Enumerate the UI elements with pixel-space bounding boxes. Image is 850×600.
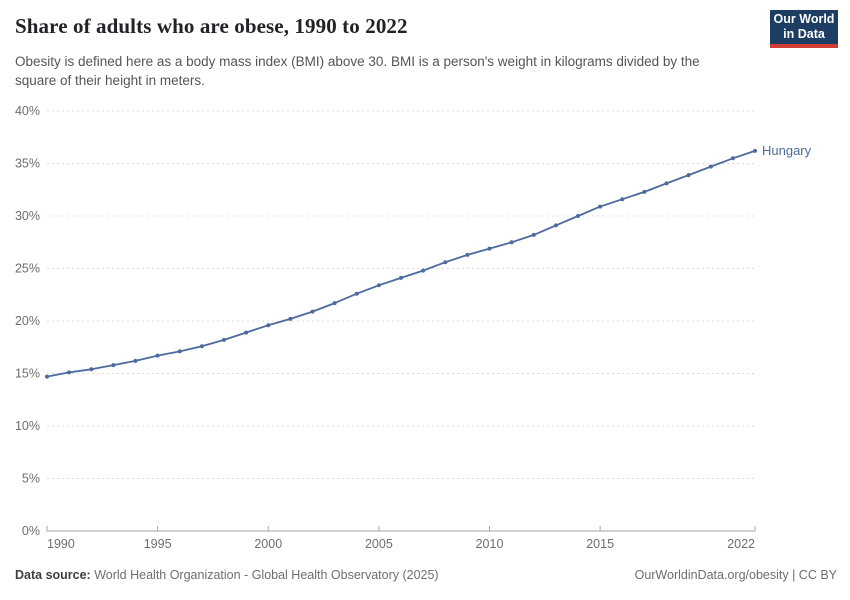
x-tick-label: 1995 [144,537,172,551]
data-point[interactable] [487,246,492,251]
data-point[interactable] [67,370,72,375]
owid-logo[interactable]: Our World in Data [770,10,838,48]
data-point[interactable] [155,353,160,358]
y-tick-label: 20% [15,314,40,328]
y-tick-label: 35% [15,157,40,171]
data-point[interactable] [177,349,182,354]
data-point[interactable] [89,367,94,372]
chart-subtitle: Obesity is defined here as a body mass i… [15,54,700,89]
data-line-hungary[interactable] [46,149,756,378]
credit-link[interactable]: OurWorldinData.org/obesity | CC BY [634,568,837,582]
data-point[interactable] [421,268,426,273]
y-tick-label: 5% [22,472,40,486]
data-point[interactable] [288,316,293,321]
data-source: Data source: World Health Organization -… [15,568,439,582]
data-point[interactable] [620,197,625,202]
chart-footer: Data source: World Health Organization -… [15,568,837,582]
data-point[interactable] [598,204,603,209]
data-point[interactable] [509,240,514,245]
owid-logo-line1: Our World [773,12,835,26]
series-label-hungary[interactable]: Hungary [762,143,812,158]
data-point[interactable] [222,337,226,342]
data-point[interactable] [708,164,713,169]
x-tick-label: 2015 [586,537,614,551]
x-tick-label: 1990 [47,537,75,551]
data-point[interactable] [111,363,116,368]
data-point[interactable] [332,301,337,306]
data-point[interactable] [553,223,558,228]
data-point[interactable] [642,189,647,194]
y-tick-label: 0% [22,524,40,538]
data-point[interactable] [753,148,757,153]
data-point[interactable] [354,291,359,296]
y-tick-label: 25% [15,262,40,276]
y-tick-label: 10% [15,419,40,433]
data-source-label: Data source: [15,568,91,582]
data-point[interactable] [45,374,49,379]
data-point[interactable] [133,358,138,363]
data-point[interactable] [244,330,249,335]
x-tick-label: 2022 [727,537,755,551]
data-point[interactable] [730,156,735,161]
data-point[interactable] [399,275,403,280]
data-point[interactable] [310,309,315,314]
data-point[interactable] [376,283,381,288]
x-tick-label: 2010 [476,537,504,551]
x-tick-label: 2005 [365,537,393,551]
y-tick-label: 15% [15,367,40,381]
data-point[interactable] [576,214,580,218]
y-tick-label: 40% [15,104,40,118]
data-point[interactable] [443,260,448,265]
data-point[interactable] [686,173,691,178]
x-tick-label: 2000 [254,537,282,551]
data-point[interactable] [664,181,669,186]
data-point[interactable] [199,344,204,349]
data-point[interactable] [531,232,536,237]
page-title: Share of adults who are obese, 1990 to 2… [15,14,408,38]
data-point[interactable] [465,252,470,257]
y-tick-label: 30% [15,209,40,223]
data-point[interactable] [266,323,271,328]
owid-logo-line2: in Data [783,27,825,41]
data-source-value: World Health Organization - Global Healt… [94,568,439,582]
